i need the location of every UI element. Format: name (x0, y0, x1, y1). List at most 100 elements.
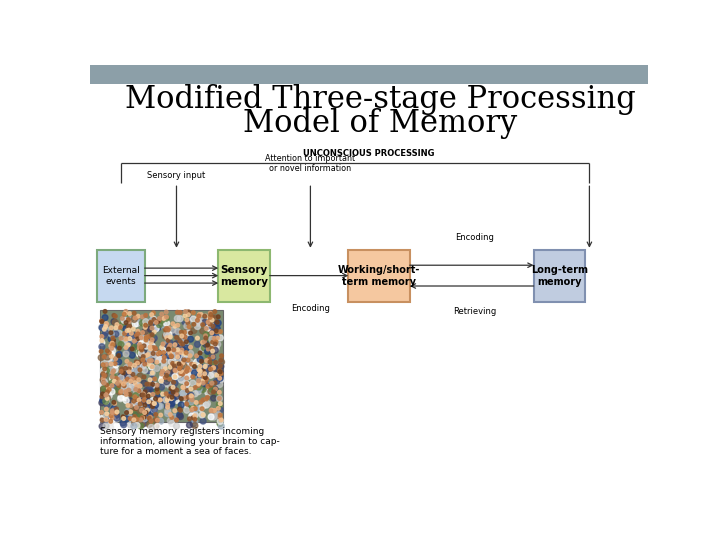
Point (143, 386, 155, 395)
Point (140, 318, 151, 326)
Point (210, 344, 222, 353)
Point (200, 330, 212, 339)
Point (160, 370, 171, 379)
Point (187, 413, 199, 422)
Point (192, 334, 203, 342)
Point (207, 316, 218, 325)
Point (148, 315, 159, 323)
Point (138, 373, 150, 381)
Point (138, 348, 150, 356)
Point (171, 308, 183, 316)
Point (125, 414, 136, 423)
Point (114, 344, 125, 353)
Point (215, 327, 226, 336)
Point (115, 384, 127, 393)
Point (163, 346, 174, 354)
Point (138, 397, 149, 406)
Point (155, 396, 166, 404)
Point (106, 344, 117, 353)
Point (202, 318, 214, 326)
Point (185, 399, 197, 408)
Point (96, 317, 108, 326)
Point (138, 362, 149, 370)
Point (210, 337, 221, 346)
Point (187, 404, 199, 413)
Point (104, 348, 115, 357)
Point (169, 372, 181, 381)
Point (102, 353, 113, 361)
Point (101, 367, 112, 375)
Point (179, 312, 191, 320)
Point (140, 329, 151, 338)
Point (96, 414, 107, 423)
Point (199, 373, 211, 382)
Point (206, 385, 217, 394)
Point (149, 375, 161, 383)
Point (197, 417, 209, 426)
Point (148, 406, 160, 414)
Point (111, 414, 122, 422)
FancyBboxPatch shape (100, 310, 222, 422)
Point (206, 412, 217, 421)
Point (101, 319, 112, 328)
Point (167, 389, 179, 398)
Point (114, 394, 126, 403)
Point (129, 393, 140, 401)
Point (161, 324, 172, 333)
Point (156, 383, 167, 391)
Point (104, 385, 115, 394)
Point (207, 353, 218, 362)
Point (199, 368, 211, 377)
Point (137, 405, 148, 414)
Point (143, 380, 155, 388)
Point (200, 340, 212, 349)
Point (168, 368, 180, 376)
Point (101, 381, 112, 389)
Point (135, 388, 146, 396)
Point (161, 402, 173, 410)
Point (131, 331, 143, 340)
Point (215, 368, 226, 377)
Point (138, 379, 150, 388)
Point (110, 409, 122, 417)
Point (215, 368, 226, 376)
Point (177, 376, 189, 384)
Point (164, 369, 176, 377)
Point (162, 368, 174, 377)
Point (152, 416, 163, 424)
Point (107, 381, 118, 390)
Point (161, 340, 173, 348)
Point (193, 372, 204, 381)
Point (166, 352, 177, 360)
Point (117, 320, 128, 329)
Point (156, 376, 167, 385)
Point (163, 330, 175, 339)
Point (177, 389, 189, 398)
Point (125, 329, 137, 338)
Point (169, 322, 181, 330)
Point (127, 345, 138, 353)
Point (140, 415, 152, 423)
Point (150, 318, 162, 327)
Point (99, 313, 111, 322)
Point (153, 402, 165, 410)
Point (199, 312, 211, 320)
Point (198, 379, 210, 387)
Point (179, 400, 191, 409)
Point (143, 392, 154, 401)
Point (171, 422, 182, 430)
Point (175, 354, 186, 363)
Point (193, 379, 204, 387)
Point (168, 388, 179, 396)
Point (97, 396, 109, 404)
Point (151, 391, 163, 400)
Point (129, 399, 140, 407)
Point (117, 314, 128, 323)
Point (156, 376, 168, 384)
Point (203, 355, 215, 363)
Point (174, 308, 186, 317)
Point (110, 361, 122, 369)
Point (143, 356, 155, 365)
Point (143, 366, 154, 375)
Point (185, 343, 197, 352)
